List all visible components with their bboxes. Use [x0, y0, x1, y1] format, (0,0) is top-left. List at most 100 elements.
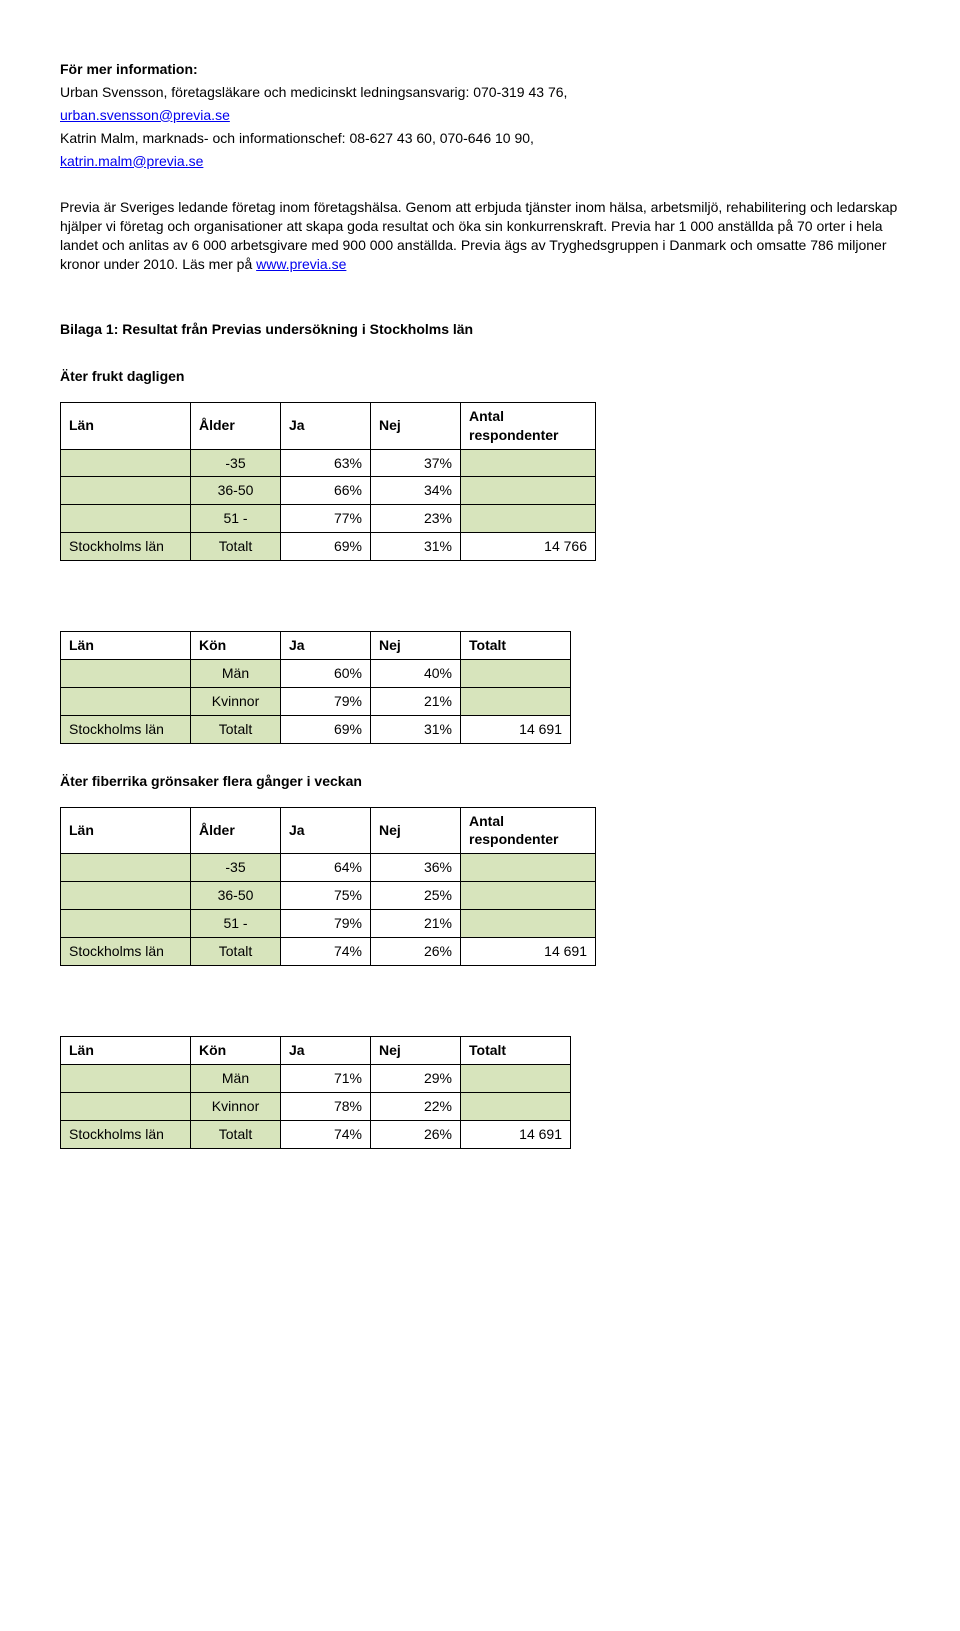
section2-table-gender: Län Kön Ja Nej Totalt Män 71% 29% Kvinno… — [60, 1036, 571, 1149]
cell: Stockholms län — [61, 938, 191, 966]
cell: 14 691 — [461, 938, 596, 966]
contact-line-2: Katrin Malm, marknads- och informationsc… — [60, 129, 900, 148]
cell: Kvinnor — [191, 1092, 281, 1120]
contact-line-1: Urban Svensson, företagsläkare och medic… — [60, 83, 900, 102]
cell: 51 - — [191, 910, 281, 938]
table-header-row: Län Ålder Ja Nej Antal respondenter — [61, 402, 596, 449]
th-nej: Nej — [371, 632, 461, 660]
table-row: Stockholms län Totalt 69% 31% 14 766 — [61, 533, 596, 561]
cell — [461, 449, 596, 477]
th-ja: Ja — [281, 402, 371, 449]
cell: Kvinnor — [191, 687, 281, 715]
cell: Totalt — [191, 715, 281, 743]
table-row: Stockholms län Totalt 69% 31% 14 691 — [61, 715, 571, 743]
th-alder: Ålder — [191, 402, 281, 449]
table-row: Kvinnor 78% 22% — [61, 1092, 571, 1120]
table-row: 51 - 77% 23% — [61, 505, 596, 533]
cell: Stockholms län — [61, 1120, 191, 1148]
cell: Totalt — [191, 1120, 281, 1148]
table-header-row: Län Kön Ja Nej Totalt — [61, 1036, 571, 1064]
cell: 36-50 — [191, 882, 281, 910]
cell — [461, 477, 596, 505]
table-row: Stockholms län Totalt 74% 26% 14 691 — [61, 938, 596, 966]
cell: -35 — [191, 854, 281, 882]
table-header-row: Län Kön Ja Nej Totalt — [61, 632, 571, 660]
cell: 14 691 — [461, 715, 571, 743]
cell: 63% — [281, 449, 371, 477]
cell: 34% — [371, 477, 461, 505]
cell: 26% — [371, 938, 461, 966]
cell: Stockholms län — [61, 533, 191, 561]
cell: 14 766 — [461, 533, 596, 561]
cell: Män — [191, 1064, 281, 1092]
cell: Totalt — [191, 533, 281, 561]
th-ja: Ja — [281, 632, 371, 660]
section1-table-gender: Län Kön Ja Nej Totalt Män 60% 40% Kvinno… — [60, 631, 571, 744]
cell — [61, 882, 191, 910]
info-title: För mer information: — [60, 60, 900, 79]
table-row: 36-50 66% 34% — [61, 477, 596, 505]
th-nej: Nej — [371, 402, 461, 449]
th-kon: Kön — [191, 632, 281, 660]
cell: 74% — [281, 938, 371, 966]
cell — [461, 1064, 571, 1092]
bilaga-title: Bilaga 1: Resultat från Previas undersök… — [60, 320, 900, 339]
cell: 69% — [281, 533, 371, 561]
th-lan: Län — [61, 1036, 191, 1064]
about-text: Previa är Sveriges ledande företag inom … — [60, 199, 897, 272]
email-link-2[interactable]: katrin.malm@previa.se — [60, 153, 203, 169]
th-ja: Ja — [281, 1036, 371, 1064]
th-lan: Län — [61, 632, 191, 660]
cell: Män — [191, 660, 281, 688]
cell: 64% — [281, 854, 371, 882]
section2-title: Äter fiberrika grönsaker flera gånger i … — [60, 772, 900, 791]
cell — [461, 660, 571, 688]
th-totalt: Totalt — [461, 632, 571, 660]
cell: 77% — [281, 505, 371, 533]
cell: 71% — [281, 1064, 371, 1092]
cell: Totalt — [191, 938, 281, 966]
cell: -35 — [191, 449, 281, 477]
cell — [461, 882, 596, 910]
cell: 23% — [371, 505, 461, 533]
cell — [61, 687, 191, 715]
about-link[interactable]: www.previa.se — [256, 256, 346, 272]
th-lan: Län — [61, 807, 191, 854]
th-kon: Kön — [191, 1036, 281, 1064]
cell: 79% — [281, 687, 371, 715]
email-link-1[interactable]: urban.svensson@previa.se — [60, 107, 230, 123]
cell: Stockholms län — [61, 715, 191, 743]
cell — [461, 854, 596, 882]
table-row: 51 - 79% 21% — [61, 910, 596, 938]
cell: 66% — [281, 477, 371, 505]
cell — [61, 910, 191, 938]
cell — [61, 660, 191, 688]
th-respondenter: Antal respondenter — [461, 807, 596, 854]
table-row: 36-50 75% 25% — [61, 882, 596, 910]
th-lan: Län — [61, 402, 191, 449]
cell: 75% — [281, 882, 371, 910]
cell — [461, 505, 596, 533]
cell: 40% — [371, 660, 461, 688]
th-totalt: Totalt — [461, 1036, 571, 1064]
th-ja: Ja — [281, 807, 371, 854]
cell: 26% — [371, 1120, 461, 1148]
cell — [61, 1092, 191, 1120]
cell: 79% — [281, 910, 371, 938]
table-row: Stockholms län Totalt 74% 26% 14 691 — [61, 1120, 571, 1148]
cell — [61, 449, 191, 477]
cell: 31% — [371, 715, 461, 743]
th-respondenter: Antal respondenter — [461, 402, 596, 449]
cell — [461, 687, 571, 715]
cell — [61, 477, 191, 505]
cell: 22% — [371, 1092, 461, 1120]
cell: 37% — [371, 449, 461, 477]
table-row: -35 64% 36% — [61, 854, 596, 882]
section1-title: Äter frukt dagligen — [60, 367, 900, 386]
cell: 36-50 — [191, 477, 281, 505]
cell — [61, 505, 191, 533]
cell: 31% — [371, 533, 461, 561]
cell — [61, 854, 191, 882]
table-row: Män 60% 40% — [61, 660, 571, 688]
table-row: -35 63% 37% — [61, 449, 596, 477]
